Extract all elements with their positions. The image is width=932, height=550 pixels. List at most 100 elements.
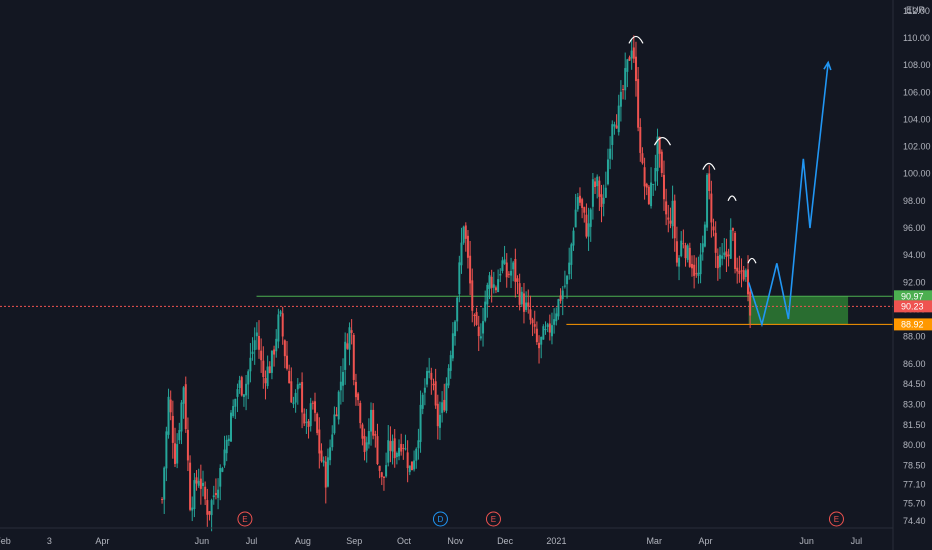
time-axis[interactable]: Feb 3 Apr Jun Jul Aug Sep Oct Nov Dec 2021 Mar Apr Ju… <box>0 527 893 546</box>
candle-body <box>533 324 536 327</box>
candle-body <box>574 209 577 228</box>
candle-body <box>253 340 256 350</box>
candle-body <box>746 269 749 295</box>
event-marker[interactable]: E <box>828 511 844 527</box>
candle-body <box>550 325 553 337</box>
candle-body <box>611 124 614 145</box>
candle-body <box>230 412 233 442</box>
candle-body <box>251 351 254 354</box>
time-tick-label: Nov <box>447 536 464 546</box>
candle-body <box>182 387 185 404</box>
candle-body <box>522 293 525 312</box>
price-badge-current <box>894 300 932 313</box>
candle-body <box>245 383 248 396</box>
price-tick-label: 106.00 <box>903 87 931 97</box>
candle-body <box>578 195 581 203</box>
candle-body <box>486 284 489 305</box>
currency-label: EUR <box>906 5 926 15</box>
candle-body <box>273 349 276 355</box>
candle-body <box>718 254 721 268</box>
candle-body <box>725 251 728 258</box>
candle-body <box>609 148 612 159</box>
candle-body <box>598 180 601 197</box>
candle-body <box>258 335 261 350</box>
candle-body <box>249 357 252 372</box>
candle-body <box>673 200 676 239</box>
candle-body <box>176 444 179 464</box>
candle-body <box>191 507 194 511</box>
candle-body <box>189 462 192 510</box>
candle-body <box>490 276 493 288</box>
candle-body <box>219 468 222 487</box>
candle-body <box>602 197 605 204</box>
candle-body <box>473 314 476 317</box>
candle-body <box>654 167 657 182</box>
candle-body <box>195 477 198 484</box>
candle-body <box>460 242 463 266</box>
candle-body <box>402 447 405 449</box>
candle-body <box>675 241 678 263</box>
peak-arc <box>747 257 757 264</box>
candle-body <box>270 350 273 373</box>
candle-body <box>204 486 207 500</box>
candle-body <box>169 399 172 413</box>
candle-body <box>283 340 286 357</box>
candle-body <box>326 457 329 487</box>
price-tick-label: 78.50 <box>903 461 926 471</box>
candle-body <box>701 243 704 253</box>
candle-body <box>604 187 607 198</box>
candle-body <box>671 200 674 227</box>
candle-body <box>514 258 517 282</box>
time-tick-label: Oct <box>397 536 412 546</box>
candle-body <box>538 342 541 349</box>
candle-body <box>456 297 459 322</box>
candle-body <box>734 232 737 269</box>
candle-body <box>173 443 176 464</box>
candle-body <box>656 136 659 172</box>
candle-body <box>613 124 616 127</box>
event-marker-circle <box>432 511 448 527</box>
candle-body <box>447 368 450 386</box>
candle-body <box>619 91 622 107</box>
candle-body <box>208 511 211 515</box>
candle-body <box>727 254 730 257</box>
candle-body <box>419 404 422 442</box>
candle-body <box>206 500 209 515</box>
time-tick-label: Jul <box>851 536 863 546</box>
candle-body <box>512 262 515 270</box>
candle-body <box>591 179 594 207</box>
candle-body <box>367 431 370 445</box>
price-axis[interactable]: 112.00 110.00 108.00 106.00 104.00 102.00 100.… <box>892 0 932 550</box>
candle-body <box>242 394 245 398</box>
candle-body <box>167 396 170 435</box>
price-tick-label: 96.00 <box>903 223 926 233</box>
candle-body <box>555 313 558 322</box>
candle-body <box>714 232 717 253</box>
candle-body <box>568 262 571 275</box>
candle-body <box>587 223 590 237</box>
candle-body <box>497 279 500 293</box>
candle-body <box>324 461 327 488</box>
candle-body <box>286 355 289 369</box>
event-marker-circle <box>828 511 844 527</box>
candle-body <box>525 302 528 310</box>
candle-body <box>277 314 280 342</box>
event-marker[interactable]: D <box>432 511 448 527</box>
price-badge-label: 88.92 <box>901 319 924 329</box>
candle-body <box>262 360 265 378</box>
candle-body <box>682 243 685 245</box>
candle-body <box>221 468 224 472</box>
candle-body <box>643 167 646 187</box>
event-marker-label: E <box>242 515 247 524</box>
event-marker-label: E <box>491 515 496 524</box>
event-marker[interactable]: E <box>237 511 253 527</box>
candle-body <box>298 383 301 385</box>
candle-body <box>428 370 431 373</box>
candle-body <box>712 226 715 231</box>
candle-body <box>589 209 592 227</box>
event-marker[interactable]: E <box>485 511 501 527</box>
event-marker-label: D <box>438 515 444 524</box>
candle-body <box>385 465 388 477</box>
candle-body <box>665 201 668 215</box>
